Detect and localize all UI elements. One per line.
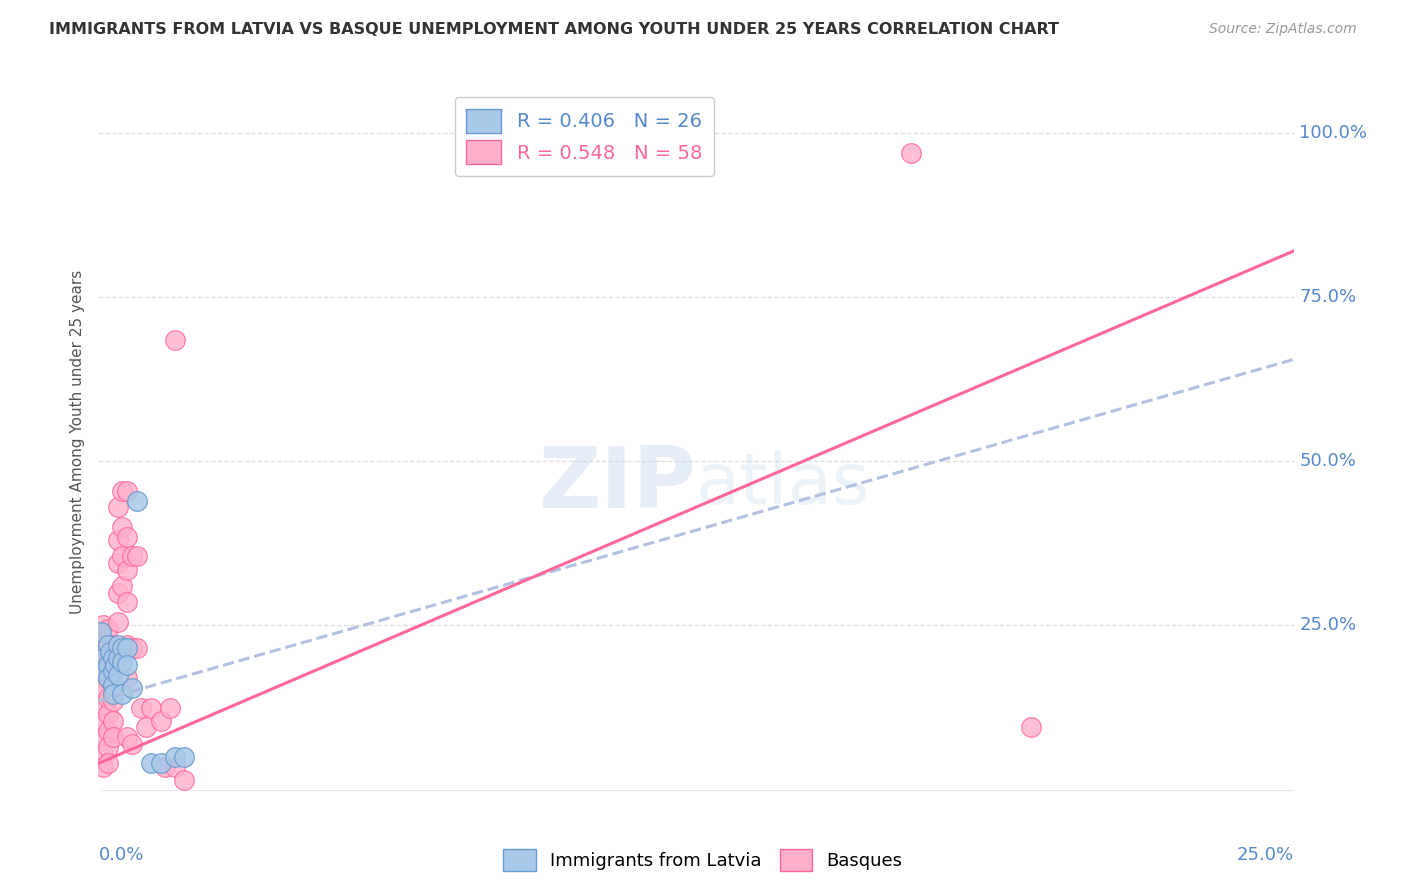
- Point: [90, 625, 112, 640]
- Text: 100.0%: 100.0%: [1299, 124, 1368, 142]
- Point: [101, 730, 124, 744]
- Point: [107, 651, 129, 665]
- Point: [111, 641, 134, 656]
- Point: [91, 638, 114, 652]
- Point: [107, 500, 129, 515]
- Point: [107, 585, 129, 599]
- Point: [135, 720, 157, 734]
- Point: [91, 665, 114, 679]
- Point: [115, 595, 138, 609]
- Point: [115, 483, 138, 498]
- Point: [91, 730, 114, 744]
- Text: ZIP: ZIP: [538, 443, 696, 526]
- Text: IMMIGRANTS FROM LATVIA VS BASQUE UNEMPLOYMENT AMONG YOUTH UNDER 25 YEARS CORRELA: IMMIGRANTS FROM LATVIA VS BASQUE UNEMPLO…: [49, 22, 1059, 37]
- Point: [121, 641, 143, 656]
- Point: [97, 638, 120, 652]
- Point: [111, 483, 134, 498]
- Point: [111, 579, 134, 593]
- Text: 50.0%: 50.0%: [1299, 452, 1357, 470]
- Point: [91, 671, 114, 685]
- Point: [173, 772, 195, 787]
- Point: [91, 651, 114, 665]
- Point: [97, 622, 120, 636]
- Point: [97, 707, 120, 722]
- Point: [101, 714, 124, 728]
- Point: [101, 651, 124, 665]
- Point: [163, 333, 186, 347]
- Point: [97, 671, 120, 685]
- Text: 25.0%: 25.0%: [1299, 616, 1357, 634]
- Text: 0.0%: 0.0%: [98, 847, 143, 864]
- Point: [115, 730, 138, 744]
- Point: [121, 681, 143, 695]
- Point: [97, 655, 120, 669]
- Point: [121, 549, 143, 564]
- Point: [90, 638, 112, 652]
- Text: Source: ZipAtlas.com: Source: ZipAtlas.com: [1209, 22, 1357, 37]
- Point: [107, 651, 129, 665]
- Point: [91, 698, 114, 712]
- Point: [125, 641, 148, 656]
- Point: [91, 747, 114, 761]
- Point: [139, 700, 162, 714]
- Point: [149, 714, 172, 728]
- Point: [91, 717, 114, 731]
- Point: [111, 687, 134, 701]
- Point: [97, 657, 120, 672]
- Point: [155, 760, 177, 774]
- Point: [139, 756, 162, 771]
- Point: [115, 641, 138, 656]
- Point: [91, 681, 114, 695]
- Text: 25.0%: 25.0%: [1236, 847, 1294, 864]
- Point: [163, 749, 186, 764]
- Point: [91, 760, 114, 774]
- Point: [104, 657, 127, 672]
- Point: [107, 556, 129, 570]
- Text: 75.0%: 75.0%: [1299, 288, 1357, 306]
- Point: [115, 638, 138, 652]
- Point: [91, 651, 114, 665]
- Point: [94, 665, 117, 679]
- Point: [121, 737, 143, 751]
- Point: [97, 756, 120, 771]
- Point: [1019, 720, 1042, 734]
- Point: [125, 549, 148, 564]
- Y-axis label: Unemployment Among Youth under 25 years: Unemployment Among Youth under 25 years: [69, 269, 84, 614]
- Point: [107, 615, 129, 630]
- Point: [111, 549, 134, 564]
- Point: [101, 694, 124, 708]
- Point: [173, 749, 195, 764]
- Point: [101, 657, 124, 672]
- Point: [111, 655, 134, 669]
- Point: [115, 657, 138, 672]
- Text: atlas: atlas: [696, 450, 870, 519]
- Point: [91, 618, 114, 632]
- Point: [97, 690, 120, 705]
- Point: [101, 638, 124, 652]
- Point: [111, 520, 134, 534]
- Point: [131, 700, 153, 714]
- Point: [101, 677, 124, 691]
- Point: [98, 645, 122, 659]
- Point: [159, 700, 181, 714]
- Point: [149, 756, 172, 771]
- Point: [107, 533, 129, 547]
- Point: [125, 493, 148, 508]
- Point: [900, 145, 922, 160]
- Legend: Immigrants from Latvia, Basques: Immigrants from Latvia, Basques: [496, 842, 910, 879]
- Point: [97, 739, 120, 754]
- Point: [163, 760, 186, 774]
- Point: [97, 638, 120, 652]
- Point: [97, 723, 120, 738]
- Point: [115, 671, 138, 685]
- Point: [101, 665, 124, 679]
- Point: [97, 671, 120, 685]
- Point: [101, 677, 124, 691]
- Point: [115, 563, 138, 577]
- Point: [107, 667, 129, 681]
- Legend: R = 0.406   N = 26, R = 0.548   N = 58: R = 0.406 N = 26, R = 0.548 N = 58: [454, 97, 714, 176]
- Point: [115, 530, 138, 544]
- Point: [101, 687, 124, 701]
- Point: [107, 638, 129, 652]
